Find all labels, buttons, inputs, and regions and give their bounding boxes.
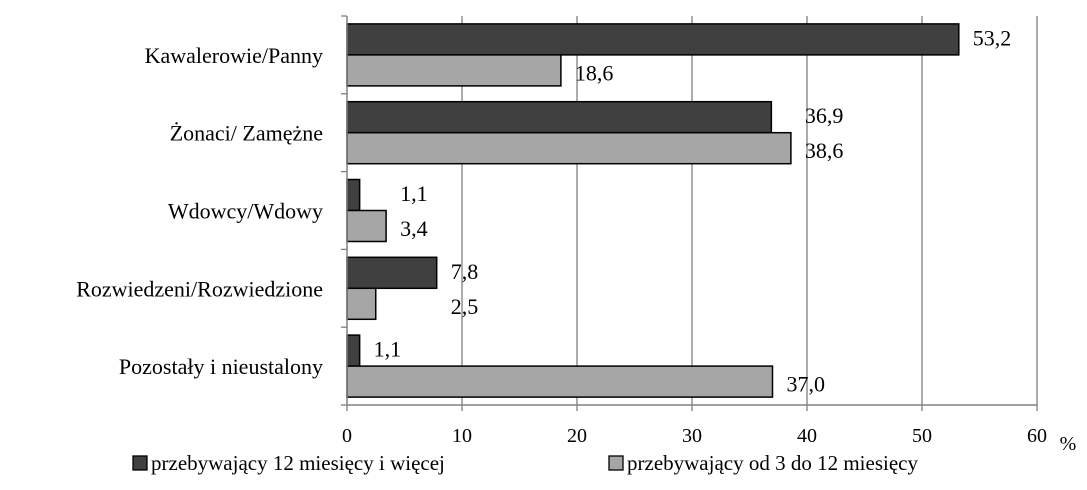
- data-label: 36,9: [805, 103, 844, 128]
- bar: [346, 209, 387, 243]
- legend: przebywający 12 miesięcy i więcej przebyw…: [132, 451, 918, 475]
- data-label: 18,6: [575, 60, 614, 85]
- axes: [341, 15, 1038, 411]
- x-tick-label: 10: [452, 425, 472, 447]
- bar: [346, 178, 361, 212]
- bar: [346, 334, 361, 367]
- x-axis-unit: %: [1060, 433, 1077, 455]
- category-label: Rozwiedzeni/Rozwiedzione: [76, 276, 323, 301]
- x-tick-label: 0: [342, 425, 352, 447]
- bar: [346, 54, 562, 87]
- bars: [346, 23, 960, 398]
- x-tick-label: 60: [1027, 425, 1047, 447]
- x-tick-label: 50: [912, 425, 932, 447]
- category-label: Kawalerowie/Panny: [145, 43, 323, 68]
- data-label: 53,2: [973, 25, 1012, 50]
- x-tick-label: 30: [682, 425, 702, 447]
- bar: [346, 256, 438, 290]
- legend-swatch: [132, 455, 148, 471]
- data-label: 38,6: [805, 138, 844, 163]
- category-label: Pozostały i nieustalony: [119, 354, 323, 379]
- data-label: 7,8: [451, 259, 479, 284]
- gridlines: [461, 16, 1038, 405]
- x-tick-labels: 0 10 20 30 40 50 60: [342, 425, 1047, 447]
- category-label: Wdowcy/Wdowy: [168, 199, 323, 224]
- data-label: 1,1: [400, 181, 428, 206]
- data-label: 3,4: [400, 216, 428, 241]
- bar: [346, 131, 792, 165]
- x-tick-label: 20: [567, 425, 587, 447]
- legend-swatch: [608, 455, 624, 471]
- bar: [346, 100, 773, 134]
- category-labels: Kawalerowie/Panny Żonaci/ Zamężne Wdowcy/W…: [76, 43, 323, 379]
- data-label: 2,5: [451, 294, 479, 319]
- data-labels: 53,2 18,6 36,9 38,6 1,1 3,4 7,8 2,5 1,1 37,0: [374, 25, 1012, 396]
- data-label: 1,1: [374, 337, 402, 362]
- bar: [346, 287, 377, 321]
- legend-label: przebywający 12 miesięcy i więcej: [151, 451, 445, 475]
- legend-label: przebywający od 3 do 12 miesięcy: [627, 451, 918, 475]
- bar: [346, 365, 774, 398]
- category-label: Żonaci/ Zamężne: [170, 121, 323, 146]
- x-tick-label: 40: [797, 425, 817, 447]
- data-label: 37,0: [787, 372, 826, 397]
- bar: [346, 23, 960, 56]
